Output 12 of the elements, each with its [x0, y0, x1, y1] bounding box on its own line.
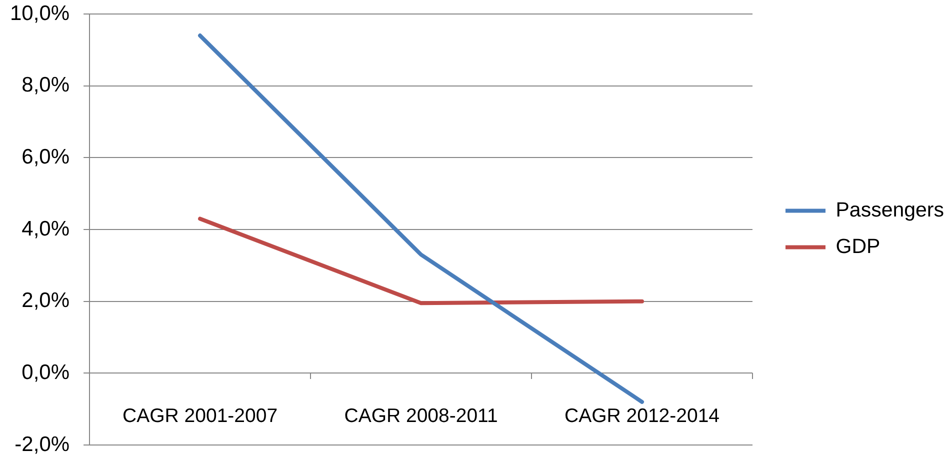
legend-label: GDP	[836, 234, 880, 258]
x-tick-label: CAGR 2008-2011	[344, 405, 498, 428]
y-tick-label: 10,0%	[10, 2, 70, 25]
y-tick-label: 4,0%	[22, 217, 70, 240]
y-tick-label: -2,0%	[14, 432, 70, 456]
y-tick-label: 6,0%	[22, 145, 70, 168]
y-tick-label: 8,0%	[22, 74, 70, 97]
y-tick-label: 2,0%	[22, 289, 70, 312]
x-tick-label: CAGR 2001-2007	[122, 405, 278, 428]
y-tick-label: 0,0%	[22, 360, 70, 384]
legend-label: Passengers	[836, 198, 944, 222]
x-tick-label: CAGR 2012-2014	[564, 405, 720, 428]
